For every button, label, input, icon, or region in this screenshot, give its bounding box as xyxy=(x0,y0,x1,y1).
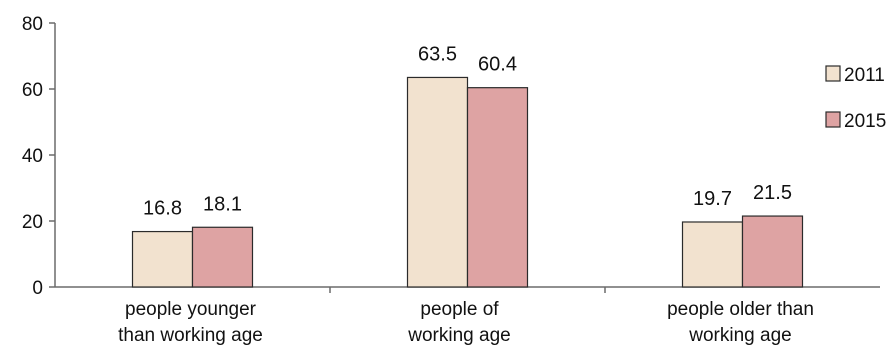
category-label: working age xyxy=(688,325,791,346)
data-label-2011-2: 19.7 xyxy=(693,188,732,210)
data-label-2015-0: 18.1 xyxy=(203,193,242,215)
category-label: than working age xyxy=(118,325,263,346)
data-label-2015-2: 21.5 xyxy=(753,182,792,204)
bar-2011-0 xyxy=(131,230,194,288)
y-tick-label: 40 xyxy=(22,146,43,167)
category-label: people older than xyxy=(667,299,814,320)
data-label-2015-1: 60.4 xyxy=(478,54,517,76)
bar-2015-0 xyxy=(191,226,254,288)
x-axis-categories: people younger than working age people of w… xyxy=(118,299,814,346)
chart-data-labels: 16.8 18.1 63.5 60.4 19.7 21.5 xyxy=(143,43,792,219)
y-tick-label: 80 xyxy=(22,14,43,35)
legend-label-2015: 2015 xyxy=(844,111,886,132)
category-label: working age xyxy=(407,325,510,346)
legend-swatch-2015 xyxy=(825,111,841,128)
legend-label-2011: 2011 xyxy=(844,65,885,86)
category-label: people younger xyxy=(125,299,257,320)
data-label-2011-0: 16.8 xyxy=(143,198,182,220)
legend-swatch-2011 xyxy=(825,65,841,82)
bar-2015-2 xyxy=(741,215,804,288)
y-tick-label: 0 xyxy=(32,278,43,299)
y-tick-label: 20 xyxy=(22,212,43,233)
category-label: people of xyxy=(420,299,499,320)
bar-2011-2 xyxy=(681,221,744,288)
y-tick-label: 60 xyxy=(22,80,43,101)
chart-bars xyxy=(131,76,804,288)
bar-2015-1 xyxy=(466,87,529,288)
data-label-2011-1: 63.5 xyxy=(418,43,457,65)
chart-legend: 2011 2015 xyxy=(825,65,886,132)
y-axis-ticks: 0 20 40 60 80 xyxy=(22,14,55,299)
bar-2011-1 xyxy=(406,76,469,288)
